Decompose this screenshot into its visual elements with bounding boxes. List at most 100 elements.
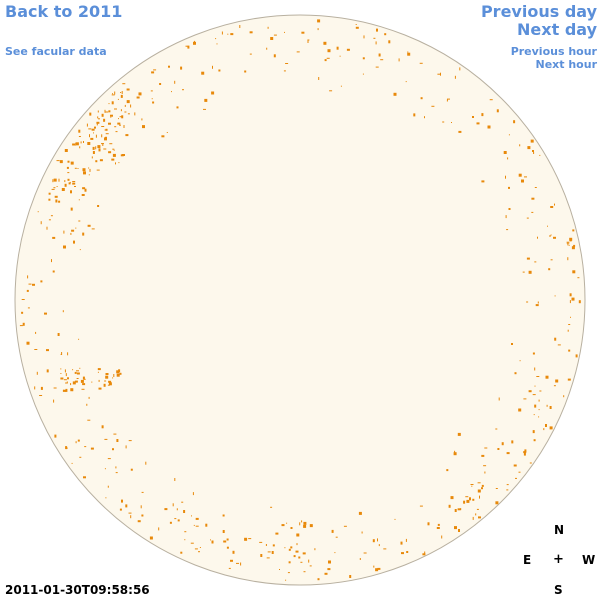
facula-spot <box>359 558 361 560</box>
facula-spot <box>72 182 76 185</box>
facula-spot <box>484 447 488 449</box>
facula-spot <box>128 440 132 442</box>
next-hour-link[interactable]: Next hour <box>535 58 598 71</box>
facula-spot <box>515 477 517 479</box>
facula-spot <box>82 383 86 386</box>
facula-spot <box>70 388 74 392</box>
facula-spot <box>285 579 287 581</box>
facula-spot <box>55 199 58 203</box>
facula-spot <box>98 387 102 390</box>
facula-spot <box>448 504 451 508</box>
facula-spot <box>470 484 474 485</box>
facula-spot <box>476 508 479 510</box>
facula-spot <box>101 126 105 127</box>
facula-spot <box>405 538 407 542</box>
compass-west-label: W <box>582 553 596 567</box>
back-to-year-link[interactable]: Back to 2011 <box>5 2 123 21</box>
facula-spot <box>375 66 379 68</box>
facula-spot <box>454 509 457 512</box>
facula-spot <box>111 101 114 105</box>
facula-spot <box>78 199 80 201</box>
facula-spot <box>95 134 97 138</box>
facula-spot <box>142 125 145 129</box>
facula-spot <box>216 43 218 45</box>
facula-spot <box>104 109 106 113</box>
facula-spot <box>78 220 81 222</box>
facula-spot <box>80 379 84 383</box>
facula-spot <box>111 94 115 96</box>
facula-spot <box>40 221 42 225</box>
facula-spot <box>60 373 62 374</box>
facula-spot <box>53 178 57 182</box>
facula-spot <box>84 446 87 448</box>
facula-spot <box>227 33 229 35</box>
facula-spot <box>481 484 484 487</box>
facula-spot <box>528 270 532 274</box>
facula-spot <box>398 58 400 62</box>
facula-spot <box>187 45 190 49</box>
facula-spot <box>226 546 229 549</box>
facula-spot <box>377 567 381 570</box>
facula-spot <box>571 297 575 301</box>
previous-hour-link[interactable]: Previous hour <box>510 45 597 58</box>
facula-spot <box>184 531 187 533</box>
facula-spot <box>518 471 521 473</box>
facula-spot <box>284 547 286 549</box>
facula-spot <box>78 129 81 133</box>
facula-spot <box>532 394 536 396</box>
facula-spot <box>489 99 493 101</box>
facula-spot <box>483 465 487 467</box>
facula-spot <box>83 476 86 479</box>
facula-spot <box>81 194 85 196</box>
facula-spot <box>125 445 127 449</box>
facula-spot <box>72 369 74 371</box>
facula-spot <box>116 439 119 442</box>
facula-spot <box>259 541 263 543</box>
facular-data-link[interactable]: See facular data <box>5 45 107 58</box>
facula-spot <box>95 146 97 150</box>
facula-spot <box>458 130 462 133</box>
facula-spot <box>112 448 114 451</box>
facula-spot <box>568 241 570 244</box>
facula-spot <box>105 375 109 379</box>
facula-spot <box>89 168 91 172</box>
observation-timestamp: 2011-01-30T09:58:56 <box>5 583 150 597</box>
facula-spot <box>74 186 76 187</box>
facula-spot <box>222 514 225 517</box>
facula-spot <box>328 560 331 564</box>
facula-spot <box>105 111 109 113</box>
facula-spot <box>101 113 104 117</box>
facula-spot <box>463 500 466 504</box>
facula-spot <box>507 157 509 160</box>
facula-spot <box>526 257 530 260</box>
next-day-link[interactable]: Next day <box>517 20 597 39</box>
facula-spot <box>117 374 120 376</box>
facula-spot <box>302 552 306 555</box>
facula-spot <box>37 211 39 213</box>
facula-spot <box>553 385 556 387</box>
facula-spot <box>309 524 313 528</box>
facula-spot <box>303 521 307 525</box>
facula-spot <box>115 466 117 469</box>
facula-spot <box>72 181 76 182</box>
facula-spot <box>531 211 534 213</box>
previous-day-link[interactable]: Previous day <box>480 2 597 21</box>
facula-spot <box>105 373 109 375</box>
facula-spot <box>407 51 409 53</box>
facula-spot <box>86 403 88 406</box>
facula-spot <box>375 568 379 572</box>
facula-spot <box>88 174 90 176</box>
facula-spot <box>532 352 535 355</box>
facula-spot <box>118 118 119 120</box>
facula-spot <box>546 404 548 407</box>
facula-spot <box>407 52 411 56</box>
facula-spot <box>447 98 450 100</box>
facula-spot <box>127 113 130 115</box>
facula-spot <box>436 527 440 529</box>
facula-spot <box>75 227 77 229</box>
facula-spot <box>272 544 275 547</box>
facula-spot <box>298 556 301 559</box>
facula-spot <box>266 557 270 559</box>
facula-spot <box>67 160 70 163</box>
facula-spot <box>120 109 122 112</box>
